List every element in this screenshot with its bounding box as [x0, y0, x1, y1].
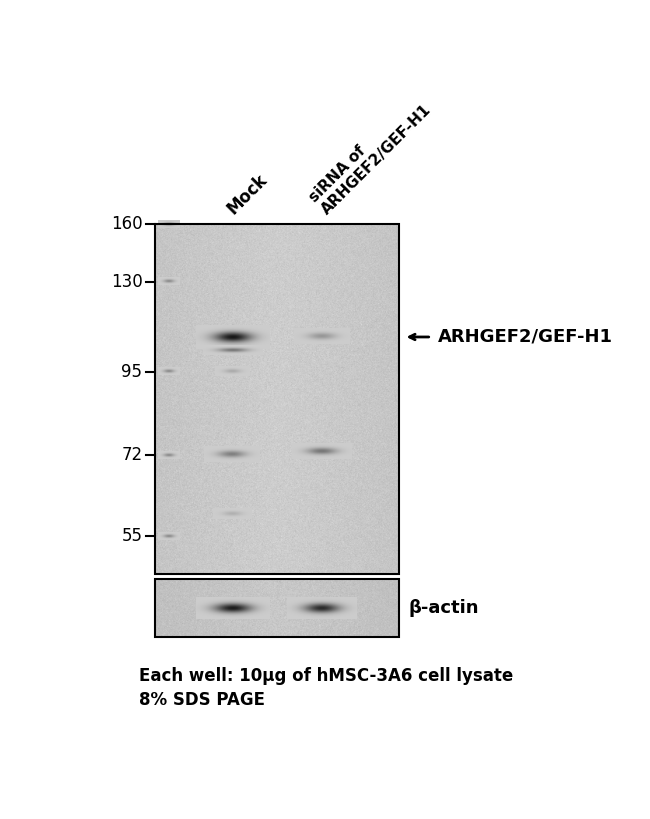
Text: β-actin: β-actin: [408, 599, 479, 617]
Bar: [155, 224, 399, 574]
Text: Each well: 10μg of hMSC-3A6 cell lysate: Each well: 10μg of hMSC-3A6 cell lysate: [139, 667, 514, 685]
Text: 95: 95: [122, 363, 142, 381]
Text: 72: 72: [122, 446, 142, 464]
Text: 8% SDS PAGE: 8% SDS PAGE: [139, 691, 265, 709]
Text: 130: 130: [111, 273, 142, 291]
Text: 55: 55: [122, 527, 142, 545]
Text: ARHGEF2/GEF-H1: ARHGEF2/GEF-H1: [437, 328, 613, 346]
Text: 160: 160: [111, 215, 142, 233]
Bar: [155, 579, 399, 637]
Text: siRNA of
ARHGEF2/GEF-H1: siRNA of ARHGEF2/GEF-H1: [306, 90, 434, 218]
Text: Mock: Mock: [224, 170, 271, 218]
